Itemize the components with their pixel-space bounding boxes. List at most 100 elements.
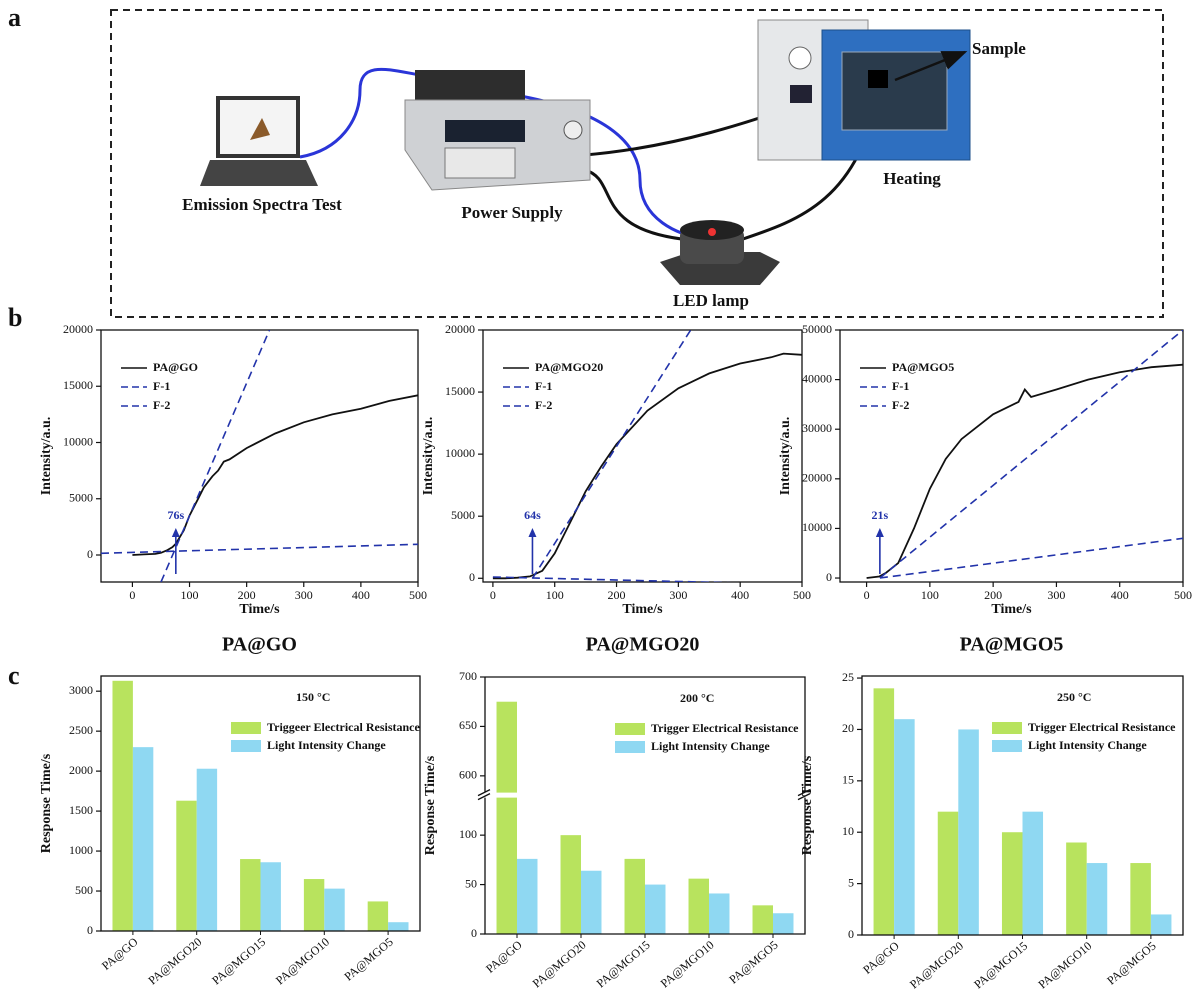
line-chart: 0 10000 20000 30000 40000 50000 Intensity/a.u.… — [778, 322, 1192, 656]
y-tick-label: 1500 — [69, 803, 93, 817]
x-tick-label: 300 — [295, 588, 313, 602]
y-tick-label: 10000 — [63, 434, 93, 448]
plot-frame — [482, 329, 803, 583]
bar-chart: Trigger Electrical Resistance Light Inten… — [800, 670, 1184, 992]
legend-label: Trigger Electrical Resistance — [1028, 720, 1176, 734]
chart-caption: PA@MGO5 — [960, 634, 1064, 656]
panel-label: c — [8, 661, 20, 690]
oven-gauge — [788, 46, 812, 70]
bar — [958, 729, 979, 935]
x-tick-label: PA@MGO15 — [594, 938, 653, 991]
legend-label: F-2 — [153, 398, 170, 412]
series-line — [879, 537, 1183, 579]
x-tick-label: PA@GO — [99, 934, 141, 972]
series-line — [101, 543, 418, 555]
bar — [1086, 863, 1108, 935]
x-tick-label: 500 — [793, 588, 811, 602]
arrow-head — [528, 528, 537, 537]
panel-label: b — [8, 303, 22, 332]
setup-label: Emission Spectra Test — [182, 195, 342, 214]
bar — [303, 879, 325, 931]
x-tick-label: 400 — [1111, 588, 1129, 602]
bar — [132, 747, 154, 931]
x-tick-label: 500 — [409, 588, 427, 602]
y-tick-label: 5000 — [451, 508, 475, 522]
y-axis-label: Response Time/s — [423, 755, 438, 855]
series-line — [531, 330, 692, 579]
annotation: 200 °C — [680, 691, 714, 705]
bar — [367, 901, 389, 931]
x-tick-label: 400 — [731, 588, 749, 602]
bar — [560, 835, 581, 934]
y-tick-label: 5 — [848, 875, 854, 889]
frame — [110, 9, 1164, 318]
bar — [240, 859, 261, 931]
x-axis-label: Time/s — [991, 602, 1032, 617]
x-tick-label: PA@MGO15 — [971, 939, 1030, 992]
setup-label: Power Supply — [461, 203, 563, 222]
bar — [581, 870, 602, 934]
bar — [624, 858, 645, 934]
y-tick-label: 2500 — [69, 723, 93, 737]
instrument — [415, 70, 525, 100]
y-tick-label: 0 — [87, 547, 93, 561]
bar — [112, 680, 133, 931]
y-tick-label: 10 — [842, 824, 854, 838]
axis-break-mark — [797, 789, 811, 801]
legend-label: F-1 — [153, 379, 170, 393]
setup-label: LED lamp — [673, 291, 749, 310]
series-line — [866, 363, 1183, 579]
y-tick-label: 3000 — [69, 683, 93, 697]
y-tick-label: 20000 — [63, 322, 93, 336]
x-tick-label: 300 — [1047, 588, 1065, 602]
legend-swatch — [992, 722, 1022, 734]
annotation: 250 °C — [1057, 690, 1091, 704]
ps-knob — [563, 120, 583, 140]
x-tick-label: PA@MGO5 — [1104, 939, 1158, 988]
bar — [645, 884, 666, 934]
bar — [752, 905, 773, 934]
y-tick-label: 30000 — [802, 421, 832, 435]
y-axis-label: Response Time/s — [800, 755, 815, 855]
x-axis-label: Time/s — [239, 602, 280, 617]
legend-label: F-1 — [535, 379, 552, 393]
y-tick-label: 20000 — [445, 322, 475, 336]
y-tick-label: 650 — [459, 718, 477, 732]
x-tick-label: 100 — [921, 588, 939, 602]
legend-label: F-2 — [892, 398, 909, 412]
annotation: 64s — [524, 508, 541, 522]
x-tick-label: 0 — [864, 588, 870, 602]
series-line — [160, 330, 271, 582]
setup-label: Sample — [972, 39, 1026, 58]
series-line — [492, 576, 732, 582]
y-tick-label: 0 — [469, 570, 475, 584]
bar — [1150, 914, 1172, 935]
y-tick-label: 0 — [826, 570, 832, 584]
x-axis-label: Time/s — [622, 602, 663, 617]
arrow — [894, 50, 968, 82]
x-tick-label: PA@MGO10 — [1035, 939, 1094, 992]
bar — [873, 688, 895, 935]
plot-frame — [100, 329, 419, 583]
y-tick-label: 2000 — [69, 763, 93, 777]
x-tick-label: 100 — [546, 588, 564, 602]
y-tick-label: 100 — [459, 827, 477, 841]
y-tick-label: 15000 — [445, 384, 475, 398]
bar — [260, 862, 281, 931]
panel-label: a — [8, 3, 21, 32]
y-tick-label: 0 — [471, 926, 477, 940]
x-tick-label: 500 — [1174, 588, 1192, 602]
y-tick-label: 40000 — [802, 371, 832, 385]
line-chart: 0 5000 10000 15000 20000 Intensity/a.u. 0 100 20… — [421, 322, 811, 656]
x-tick-label: PA@MGO5 — [726, 938, 780, 987]
x-tick-label: PA@GO — [860, 938, 902, 976]
x-tick-label: 400 — [352, 588, 370, 602]
legend-label: Triggeer Electrical Resistance — [267, 720, 421, 734]
bar — [709, 893, 730, 934]
bar — [773, 913, 794, 934]
legend-swatch — [615, 741, 645, 753]
x-tick-label: 100 — [181, 588, 199, 602]
y-tick-label: 5000 — [69, 491, 93, 505]
x-tick-label: 0 — [129, 588, 135, 602]
